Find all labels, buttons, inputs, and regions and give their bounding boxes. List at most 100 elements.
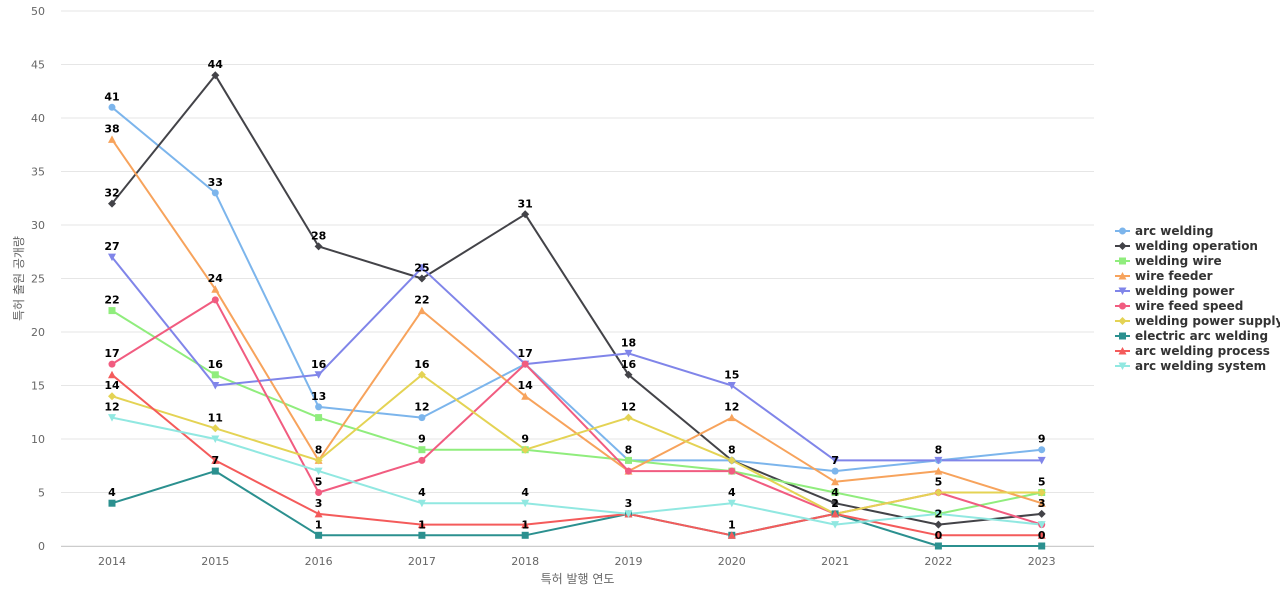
data-point-welding-power-supply [934,488,943,497]
series-markers [108,71,1046,550]
data-point-arc-welding-process [417,520,426,529]
x-tick-label: 2016 [305,555,333,568]
legend-item[interactable]: welding wire [1115,254,1222,268]
data-label: 41 [104,90,119,103]
x-tick-label: 2019 [615,555,643,568]
data-point-wire-feeder [417,306,426,315]
data-point-welding-wire [831,489,839,496]
y-tick-label: 35 [31,166,45,179]
data-label: 1 [315,518,323,531]
legend-label: arc welding system [1135,359,1266,373]
data-point-welding-operation [314,242,323,251]
legend-label: wire feed speed [1135,299,1243,313]
legend-item[interactable]: wire feeder [1115,269,1213,283]
data-label: 12 [414,401,429,414]
data-point-welding-power-supply [211,424,220,433]
data-point-wire-feed-speed [211,296,219,304]
data-point-welding-power-supply [521,445,530,454]
data-label: 24 [208,272,224,285]
data-label: 44 [208,58,224,71]
data-label: 33 [208,176,223,189]
data-point-welding-wire [418,446,426,454]
data-point-welding-power [314,371,323,379]
legend-symbol [1119,332,1126,340]
data-label: 28 [311,229,326,242]
data-point-welding-power [727,382,736,390]
legend-label: welding wire [1135,254,1222,268]
data-point-wire-feed-speed [315,489,323,496]
y-tick-label: 30 [31,219,45,232]
data-point-welding-operation [934,520,943,529]
data-point-welding-power [417,264,426,272]
data-point-electric-arc-welding [934,542,942,550]
data-label: 0 [935,529,943,542]
legend-label: wire feeder [1135,269,1213,283]
legend-item[interactable]: wire feed speed [1115,299,1243,313]
legend-item[interactable]: arc welding [1115,224,1213,238]
data-point-welding-power [211,382,220,390]
legend-item[interactable]: arc welding system [1115,359,1266,373]
series-line-welding-power-supply [111,373,1042,515]
data-label: 1 [728,518,736,531]
data-point-arc-welding-system [624,510,633,518]
data-label: 17 [518,347,533,360]
x-tick-label: 2021 [821,555,849,568]
data-point-welding-power-supply [1037,488,1046,497]
data-label: 2 [935,508,943,521]
data-label: 32 [104,187,119,200]
legend-item[interactable]: electric arc welding [1115,329,1268,343]
y-tick-label: 20 [31,326,45,339]
y-axis-title: 특허 출원 공개량 [12,236,26,321]
x-tick-label: 2023 [1028,555,1056,568]
data-point-arc-welding [108,103,116,111]
data-label: 0 [1038,529,1046,542]
y-tick-label: 45 [31,59,45,72]
data-label: 7 [831,454,839,467]
data-point-welding-operation [211,71,220,80]
legend-item[interactable]: arc welding process [1115,344,1270,358]
data-point-welding-power-supply [314,456,323,465]
x-tick-label: 2020 [718,555,746,568]
data-label: 3 [625,497,633,510]
x-axis-ticks: 2014 2015 2016 2017 2018 2019 2020 2021 2022 2023 [98,555,1056,568]
data-label: 16 [621,358,637,371]
data-point-welding-power [624,349,633,358]
data-label: 11 [208,411,223,424]
legend-item[interactable]: welding power supply [1115,314,1280,328]
data-point-arc-welding-process [108,370,116,379]
data-point-wire-feeder [521,392,530,400]
series-line-arc-welding [111,106,1042,473]
data-label: 8 [315,443,323,456]
data-label: 4 [831,486,839,499]
data-point-arc-welding-process [1037,531,1046,539]
data-label: 18 [621,336,636,349]
data-point-arc-welding-process [727,531,736,539]
data-point-welding-power-supply [727,456,736,465]
y-axis-ticks: 0 5 10 15 20 25 30 35 40 45 50 [31,5,45,553]
legend-item[interactable]: welding power [1115,284,1234,298]
data-label: 14 [518,379,534,392]
y-tick-label: 50 [31,5,45,18]
series-line-welding-operation [111,74,1042,526]
data-label: 4 [521,486,529,499]
data-point-welding-operation [1037,509,1046,518]
legend-label: arc welding process [1135,344,1270,358]
y-tick-label: 5 [38,487,45,500]
data-point-arc-welding-process [521,520,530,529]
data-label: 3 [1038,497,1046,510]
data-point-welding-wire [108,307,116,315]
data-label: 22 [104,294,119,307]
data-point-wire-feed-speed [108,360,116,368]
y-tick-label: 10 [31,433,45,446]
data-point-arc-welding-process [934,531,943,539]
data-point-welding-operation [417,274,426,283]
legend-symbol [1118,242,1127,250]
data-point-wire-feeder [934,467,943,475]
series-line-wire-feeder [111,138,1042,505]
legend-item[interactable]: welding operation [1115,239,1258,253]
series-line-welding-power [111,256,1042,462]
data-point-welding-operation [624,370,633,379]
data-label: 9 [521,433,529,446]
data-point-arc-welding [1038,446,1046,454]
data-point-wire-feeder [1037,499,1046,507]
